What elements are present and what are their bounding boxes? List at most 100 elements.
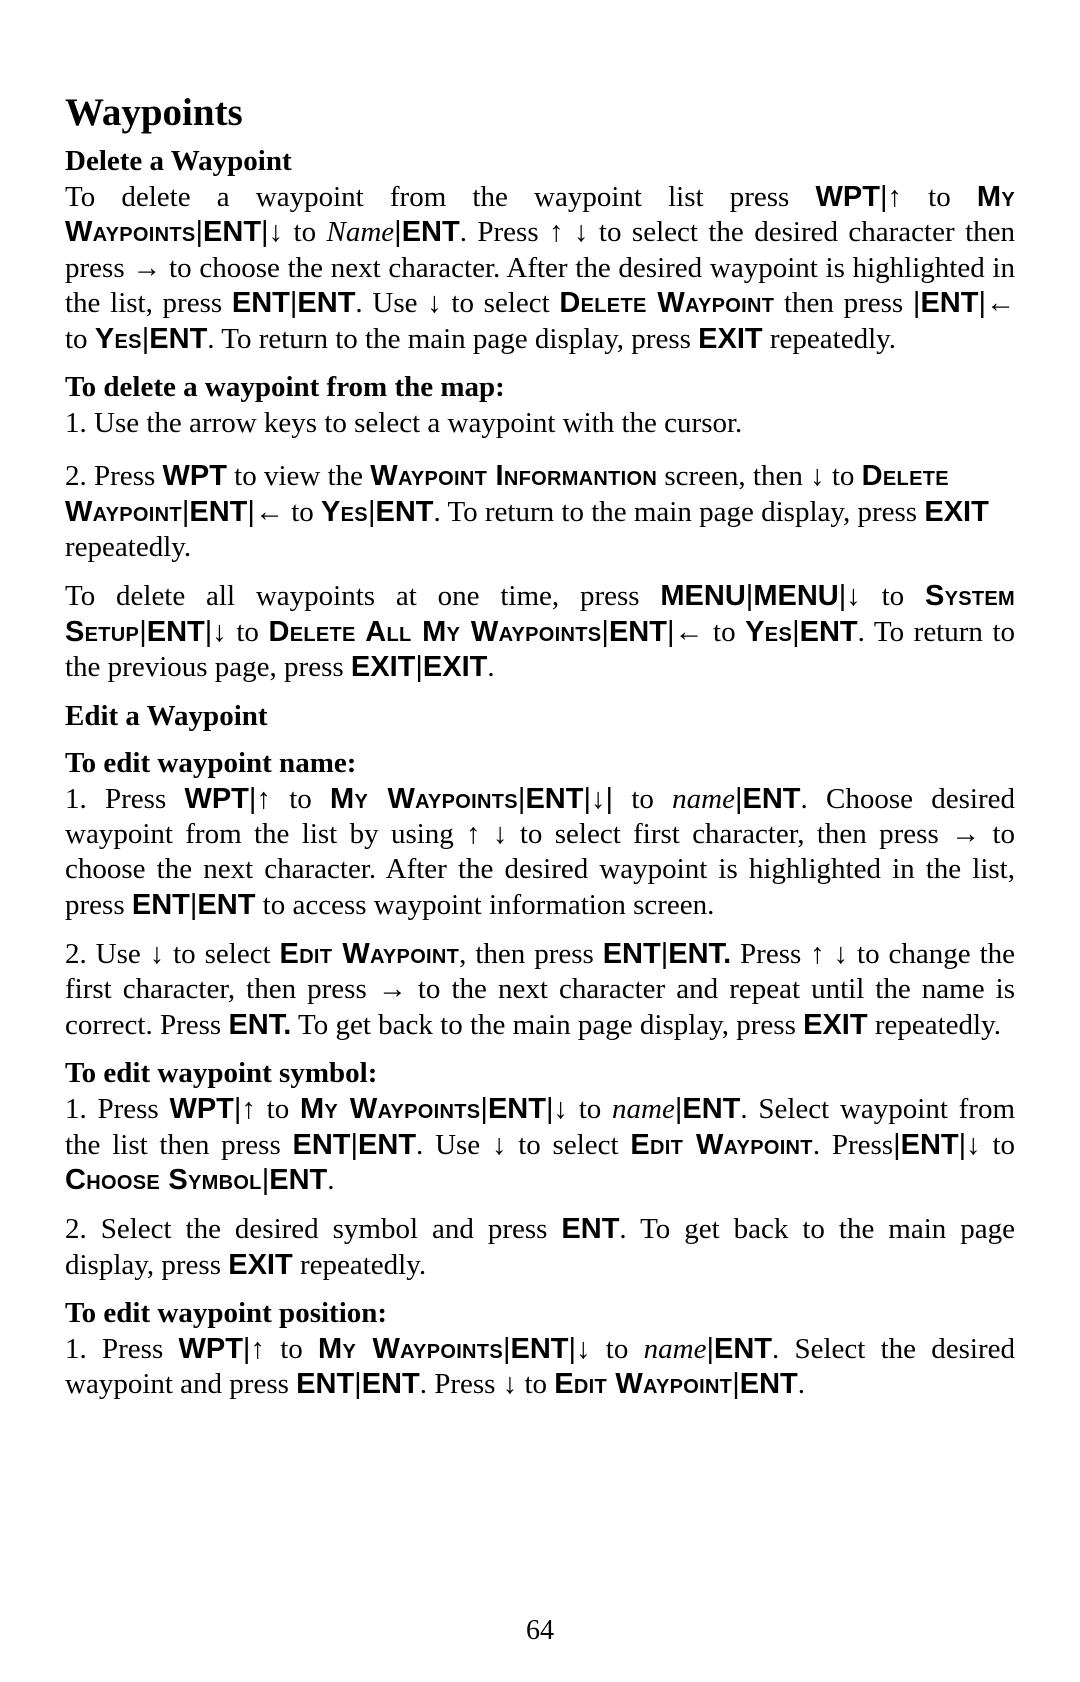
menu-label: My Waypoints [318, 1333, 503, 1365]
arrow-down-icon: ↓ [834, 937, 849, 972]
edit-symbol-step-2: 2. Select the desired symbol and press E… [65, 1212, 1015, 1283]
separator: | [139, 616, 147, 648]
text: , then press [459, 938, 603, 970]
separator: | [601, 616, 609, 648]
period: . [723, 938, 731, 970]
text: to [65, 323, 95, 355]
text: To get back to the main page display, pr… [291, 1009, 803, 1041]
text: to [283, 216, 326, 248]
menu-label: Edit Waypoint [630, 1129, 812, 1161]
separator: | [261, 216, 269, 248]
text: 2. Select the desired symbol and press [65, 1213, 561, 1245]
arrow-up-icon: ↑ [250, 1332, 265, 1367]
delete-paragraph-1: To delete a waypoint from the waypoint l… [65, 180, 1015, 357]
key-label: EXIT [228, 1249, 292, 1281]
menu-label: Yes [321, 496, 368, 528]
sub-heading-edit-name: To edit waypoint name: [65, 747, 1015, 780]
key-label: ENT [293, 1129, 351, 1161]
key-label: ENT [800, 616, 858, 648]
key-label: ENT [920, 287, 978, 319]
text: to [265, 1333, 318, 1365]
arrow-down-icon: ↓ [503, 1367, 518, 1402]
key-label: ENT [901, 1129, 959, 1161]
section-heading-edit: Edit a Waypoint [65, 700, 1015, 733]
delete-all-paragraph: To delete all waypoints at one time, pre… [65, 579, 1015, 685]
separator: | [732, 1368, 740, 1400]
text: to select [442, 287, 560, 319]
separator: | [978, 287, 986, 319]
delete-map-step-1: 1. Use the arrow keys to select a waypoi… [65, 406, 1015, 441]
arrow-right-icon: → [951, 817, 980, 852]
separator: | [583, 783, 591, 815]
separator: | [667, 616, 675, 648]
key-label: ENT [603, 938, 661, 970]
key-label: ENT [362, 1368, 420, 1400]
text: to [227, 616, 269, 648]
menu-label: Yes [745, 616, 792, 648]
arrow-up-icon: ↑ [466, 817, 481, 852]
separator: | [792, 616, 800, 648]
key-label: ENT [682, 1093, 740, 1125]
edit-position-step-1: 1. Press WPT|↑ to My Waypoints|ENT|↓ to … [65, 1332, 1015, 1403]
key-label: WPT [816, 181, 880, 213]
menu-label: Waypoint Informantion [370, 460, 657, 492]
text: 1. Press [65, 783, 184, 815]
arrow-right-icon: → [132, 251, 161, 286]
arrow-down-icon: ↓ [493, 817, 508, 852]
key-label: EXIT [351, 651, 415, 683]
arrow-down-icon: ↓ [212, 615, 227, 650]
key-label: WPT [169, 1093, 233, 1125]
key-label: ENT [147, 616, 205, 648]
key-label: ENT [511, 1333, 569, 1365]
separator: | [205, 616, 213, 648]
key-label: ENT [269, 1164, 327, 1196]
arrow-down-icon: ↓ [427, 286, 442, 321]
text: . Use [416, 1129, 492, 1161]
key-label: ENT [402, 216, 460, 248]
text: to [256, 1093, 300, 1125]
edit-symbol-step-1: 1. Press WPT|↑ to My Waypoints|ENT|↓ to … [65, 1092, 1015, 1198]
text: 1. Press [65, 1093, 169, 1125]
separator: | [546, 1093, 554, 1125]
arrow-down-icon: ↓ [574, 215, 589, 250]
separator: | [415, 651, 423, 683]
arrow-down-icon: ↓ [492, 1128, 507, 1163]
text: 1. Press [65, 1333, 178, 1365]
text: to [271, 783, 330, 815]
menu-label: My Waypoints [330, 783, 518, 815]
text: to view the [227, 460, 370, 492]
arrow-down-icon: ↓ [810, 459, 825, 494]
key-label: ENT [149, 323, 207, 355]
key-label: ENT [197, 889, 255, 921]
text: repeatedly. [763, 323, 896, 355]
text: . Press [420, 1368, 503, 1400]
text: to [568, 1093, 612, 1125]
key-label: ENT [561, 1213, 619, 1245]
key-label: ENT [232, 287, 290, 319]
menu-label: Delete Waypoint [559, 287, 774, 319]
key-label: ENT [189, 496, 247, 528]
arrow-up-icon: ↑ [241, 1092, 256, 1127]
text: to [981, 1129, 1015, 1161]
key-label: ENT [488, 1093, 546, 1125]
text: repeatedly. [65, 531, 191, 563]
key-label: ENT [525, 783, 583, 815]
edit-name-step-1: 1. Press WPT|↑ to My Waypoints|ENT|↓| to… [65, 782, 1015, 924]
section-heading-delete: Delete a Waypoint [65, 145, 1015, 178]
key-label: EXIT [924, 496, 988, 528]
text: then press [774, 287, 913, 319]
separator: | [351, 1129, 359, 1161]
text: To delete a waypoint from the waypoint l… [65, 181, 816, 213]
placeholder-label: name [644, 1333, 707, 1365]
separator: | [503, 1333, 511, 1365]
page-number: 64 [0, 1615, 1080, 1647]
key-label: ENT [297, 287, 355, 319]
text: repeatedly. [293, 1249, 426, 1281]
text: 2. Use [65, 938, 150, 970]
menu-label: Delete All My Waypoints [268, 616, 601, 648]
menu-label: My Waypoints [300, 1093, 480, 1125]
key-label: ENT [375, 496, 433, 528]
text: to [284, 496, 321, 528]
separator: | [247, 496, 255, 528]
separator: | [249, 783, 257, 815]
